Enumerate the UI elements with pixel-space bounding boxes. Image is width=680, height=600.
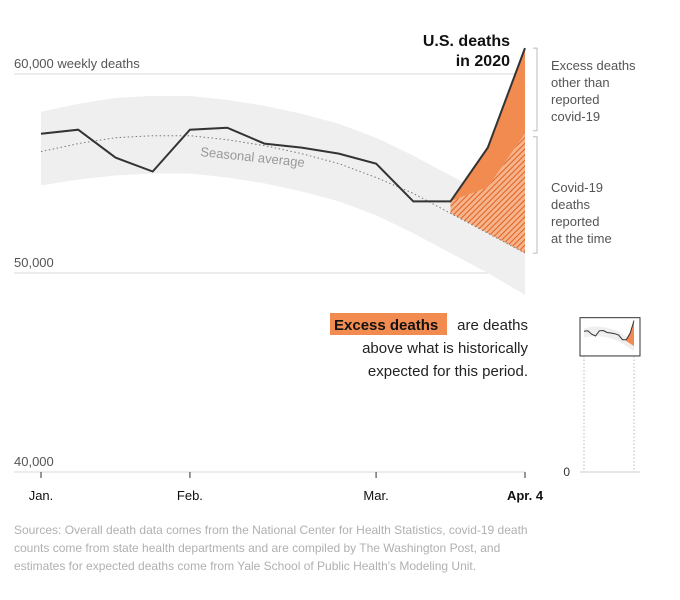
excess-other-label: Excess deaths [551, 58, 636, 73]
excess-other-label: other than [551, 75, 610, 90]
sources-note: Sources: Overall death data comes from t… [14, 523, 528, 573]
excess-other-area [450, 48, 525, 202]
chart-title: U.S. deaths [423, 33, 510, 50]
mini-band [584, 326, 634, 352]
seasonal-range-area [41, 95, 525, 295]
seasonal-average-line [40, 135, 526, 254]
mini-deaths-line [583, 320, 635, 341]
covid-reported-label: reported [551, 214, 599, 229]
x-tick-label: Mar. [363, 488, 388, 503]
x-tick-label: Jan. [29, 488, 54, 503]
covid-reported-area [450, 133, 525, 254]
deaths-line [40, 47, 526, 203]
legend-line3: expected for this period. [368, 363, 528, 380]
covid-reported-bracket [533, 136, 538, 254]
covid-reported-label: Covid-19 [551, 180, 603, 195]
legend-highlight: Excess deaths [334, 317, 438, 334]
y-tick-label: 60,000 weekly deaths [14, 56, 140, 71]
y-tick-label: 50,000 [14, 255, 54, 270]
excess-other-label: reported [551, 92, 599, 107]
legend-excess-swatch [330, 313, 447, 335]
mini-chart: 0 [563, 317, 641, 479]
excess-areas [450, 48, 525, 254]
x-tick-label: Apr. 4 [507, 488, 544, 503]
covid-reported-label: deaths [551, 197, 591, 212]
x-tick-label: Feb. [177, 488, 203, 503]
y-tick-label: 40,000 [14, 454, 54, 469]
covid-reported-label: at the time [551, 231, 612, 246]
line-layer [40, 47, 526, 254]
legend-line1: are deaths [457, 317, 528, 334]
legend-line2: above what is historically [362, 340, 528, 357]
mini-zoom-box [579, 317, 641, 357]
seasonal-range-band [41, 95, 525, 295]
grid-layer: 60,000 weekly deaths 50,000 40,000 Jan. Feb.… [14, 56, 544, 503]
chart-title: in 2020 [456, 53, 510, 70]
excess-other-bracket [533, 47, 538, 132]
mini-zero-label: 0 [563, 465, 570, 479]
deaths-chart: 60,000 weekly deaths 50,000 40,000 Jan. Feb.… [14, 33, 641, 503]
excess-other-label: covid-19 [551, 109, 600, 124]
